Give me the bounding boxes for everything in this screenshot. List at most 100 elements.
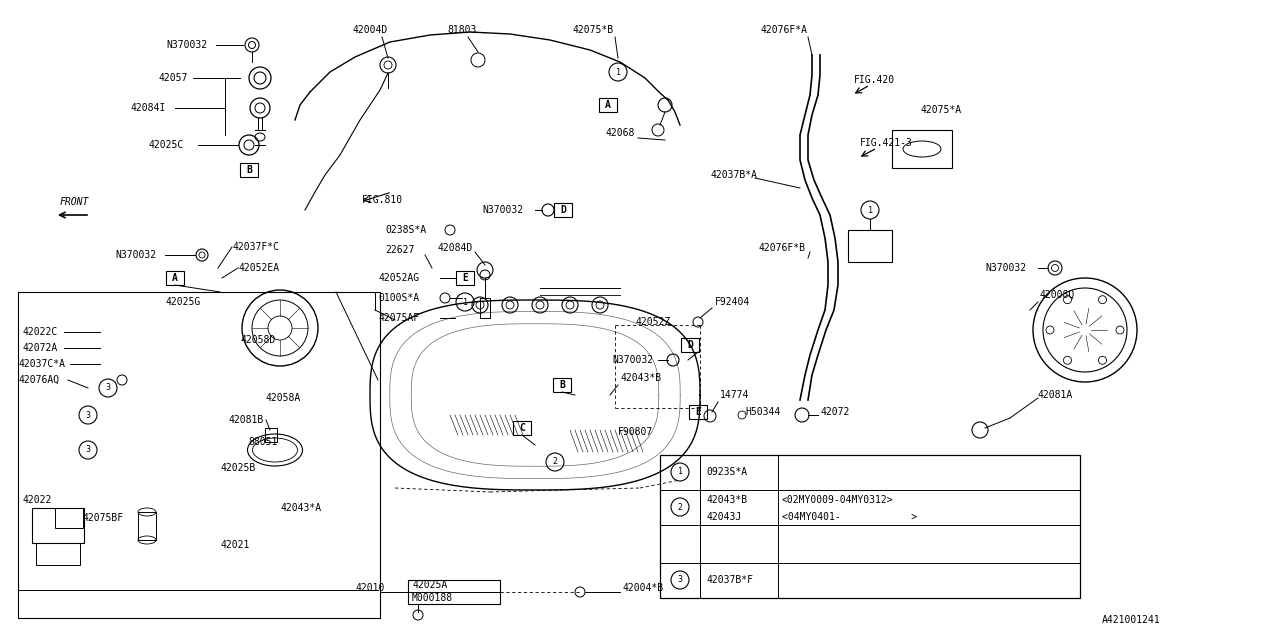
Text: 42037B*A: 42037B*A <box>710 170 756 180</box>
Text: 42058D: 42058D <box>241 335 275 345</box>
Bar <box>36 543 81 565</box>
Text: 42052EA: 42052EA <box>238 263 279 273</box>
Text: N370032: N370032 <box>115 250 156 260</box>
Text: 2: 2 <box>677 502 682 511</box>
Text: FIG.420: FIG.420 <box>854 75 895 85</box>
Text: 42052AG: 42052AG <box>378 273 419 283</box>
Text: 42022: 42022 <box>22 495 51 505</box>
Text: 42052Z: 42052Z <box>635 317 671 327</box>
Bar <box>553 378 571 392</box>
Text: 42004D: 42004D <box>352 25 388 35</box>
Bar <box>892 130 952 168</box>
Text: <04MY0401-            >: <04MY0401- > <box>782 512 918 522</box>
Text: A: A <box>172 273 178 283</box>
Text: FIG.421-3: FIG.421-3 <box>860 138 913 148</box>
Text: 42025B: 42025B <box>220 463 255 473</box>
Text: 42037F*C: 42037F*C <box>232 242 279 252</box>
Text: F92404: F92404 <box>716 297 750 307</box>
Text: 3: 3 <box>86 445 91 454</box>
Text: E: E <box>695 407 701 417</box>
Text: 42072A: 42072A <box>22 343 58 353</box>
Text: 42076AQ: 42076AQ <box>18 375 59 385</box>
Text: 1: 1 <box>868 205 873 214</box>
Text: 14774: 14774 <box>721 390 749 400</box>
Text: 1: 1 <box>462 298 467 307</box>
Text: 42022C: 42022C <box>22 327 58 337</box>
Text: 42076F*A: 42076F*A <box>760 25 806 35</box>
Text: 42075*B: 42075*B <box>572 25 613 35</box>
Bar <box>660 455 1080 598</box>
Text: B: B <box>246 165 252 175</box>
Text: A: A <box>605 100 611 110</box>
Bar <box>689 405 707 419</box>
Text: <02MY0009-04MY0312>: <02MY0009-04MY0312> <box>782 495 893 505</box>
Bar <box>681 338 699 352</box>
Text: FRONT: FRONT <box>60 197 90 207</box>
Text: N370032: N370032 <box>986 263 1027 273</box>
Bar <box>18 292 380 618</box>
Text: 88051: 88051 <box>248 437 278 447</box>
Text: 3: 3 <box>86 410 91 419</box>
Text: 42084D: 42084D <box>436 243 472 253</box>
Bar <box>55 508 83 528</box>
Text: 42008Q: 42008Q <box>1039 290 1075 300</box>
Text: 42037B*F: 42037B*F <box>707 575 753 585</box>
Text: 42076F*B: 42076F*B <box>758 243 805 253</box>
Text: 42058A: 42058A <box>265 393 301 403</box>
Bar <box>599 98 617 112</box>
Text: 42057: 42057 <box>157 73 187 83</box>
Text: F90807: F90807 <box>618 427 653 437</box>
Text: E: E <box>462 273 468 283</box>
Text: 0100S*A: 0100S*A <box>378 293 419 303</box>
Text: C: C <box>520 423 525 433</box>
Text: 0923S*A: 0923S*A <box>707 467 748 477</box>
Text: 42037C*A: 42037C*A <box>18 359 65 369</box>
Text: N370032: N370032 <box>166 40 207 50</box>
Text: H50344: H50344 <box>745 407 781 417</box>
Text: 42043J: 42043J <box>707 512 741 522</box>
Bar <box>513 421 531 435</box>
Bar <box>408 580 500 604</box>
Text: 42081B: 42081B <box>228 415 264 425</box>
Text: 42025C: 42025C <box>148 140 183 150</box>
Text: 42025A: 42025A <box>412 580 447 590</box>
Text: 42021: 42021 <box>220 540 250 550</box>
Text: D: D <box>687 340 692 350</box>
Text: 42025G: 42025G <box>165 297 200 307</box>
Text: FIG.810: FIG.810 <box>362 195 403 205</box>
Bar <box>265 428 276 442</box>
Text: M000188: M000188 <box>412 593 453 603</box>
Bar <box>241 163 259 177</box>
Text: 42084I: 42084I <box>131 103 165 113</box>
Text: 3: 3 <box>677 575 682 584</box>
Text: 42075AF: 42075AF <box>378 313 419 323</box>
Text: 2: 2 <box>553 458 558 467</box>
Text: 42072: 42072 <box>820 407 850 417</box>
Text: 42075BF: 42075BF <box>82 513 123 523</box>
Bar <box>166 271 184 285</box>
Text: 42075*A: 42075*A <box>920 105 961 115</box>
Text: 22627: 22627 <box>385 245 415 255</box>
Bar <box>554 203 572 217</box>
Text: 42010: 42010 <box>355 583 384 593</box>
Text: B: B <box>559 380 564 390</box>
Text: 1: 1 <box>677 467 682 477</box>
Text: 1: 1 <box>616 67 621 77</box>
Bar <box>480 298 490 318</box>
Text: 42081A: 42081A <box>1038 390 1073 400</box>
Text: 42043*A: 42043*A <box>280 503 321 513</box>
Text: N370032: N370032 <box>483 205 524 215</box>
Text: 42068: 42068 <box>605 128 635 138</box>
Text: N370032: N370032 <box>612 355 653 365</box>
Bar <box>849 230 892 262</box>
Text: 42043*B: 42043*B <box>620 373 662 383</box>
Bar <box>32 508 84 543</box>
Bar <box>456 271 474 285</box>
Text: 3: 3 <box>105 383 110 392</box>
Bar <box>138 512 156 540</box>
Text: 42043*B: 42043*B <box>707 495 748 505</box>
Text: A421001241: A421001241 <box>1102 615 1161 625</box>
Text: 42004*B: 42004*B <box>622 583 663 593</box>
Text: 81803: 81803 <box>447 25 476 35</box>
Text: D: D <box>561 205 566 215</box>
